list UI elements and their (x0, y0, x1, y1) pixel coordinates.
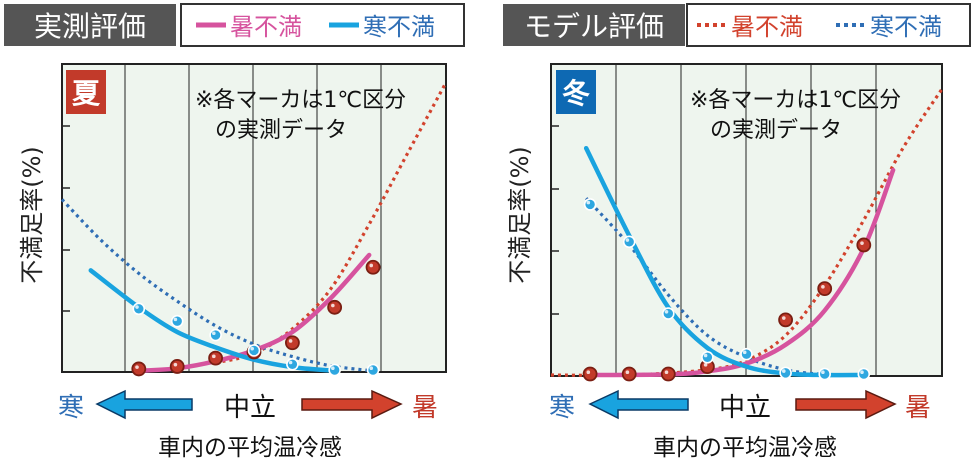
header-title-box (503, 4, 685, 46)
marker-highlight (821, 370, 825, 375)
marker-highlight (586, 200, 591, 205)
cold-marker (170, 314, 184, 328)
hot-marker (817, 281, 833, 297)
marker-highlight (860, 241, 864, 245)
plot-right-marks (550, 88, 944, 382)
legend-cold-label: 寒不満 (870, 13, 942, 41)
cold-marker (328, 363, 341, 377)
marker-highlight (742, 350, 747, 355)
y-axis-label: 不満足率(%) (506, 146, 534, 284)
marker-highlight (173, 317, 178, 322)
y-ticks (62, 125, 70, 312)
marker-highlight (782, 369, 786, 373)
panel-left: 実測評価 暑不満 寒不満 不満足率(%) 夏 ※各マーカは1℃区分 の実測デー (4, 3, 465, 461)
header-legend-box (686, 3, 971, 47)
marker-highlight (664, 370, 669, 375)
cold-marker (366, 363, 380, 377)
note-line2: の実測データ (215, 118, 347, 143)
marker-highlight (212, 331, 216, 336)
marker-highlight (625, 370, 630, 375)
header-title: 実測評価 (34, 10, 146, 43)
plot-area (61, 63, 447, 373)
season-badge (66, 70, 106, 114)
marker-highlight (821, 285, 825, 289)
hot-marker (284, 335, 300, 351)
hot-marker (660, 366, 676, 382)
hot-arrow (301, 389, 403, 420)
season-badge-label: 冬 (562, 77, 590, 110)
hot-marker (582, 366, 598, 382)
marker-highlight (331, 366, 335, 371)
note-line1: ※各マーカは1℃区分 (690, 88, 901, 113)
marker-highlight (586, 370, 591, 375)
hot-marker (365, 259, 381, 275)
hot-marker (856, 237, 872, 253)
cold-arrow (588, 389, 689, 420)
hot-model-curve (215, 81, 448, 365)
plot-left-marks (60, 81, 448, 377)
marker-highlight (860, 370, 864, 375)
y-axis-label: 不満足率(%) (18, 146, 46, 284)
legend-hot-label: 暑不満 (731, 13, 803, 41)
axis-cold-label: 寒 (549, 393, 575, 423)
grid-lines (124, 64, 382, 372)
marker-highlight (331, 303, 335, 308)
marker-highlight (782, 316, 786, 320)
season-badge-label: 夏 (72, 77, 101, 110)
header-title-box (4, 4, 176, 46)
x-axis-label: 車内の平均温冷感 (158, 435, 342, 461)
cold-marker (779, 366, 792, 380)
hot-marker (208, 350, 224, 366)
panel-right: モデル評価 暑不満 寒不満 不満足率(%) 冬 ※各マーカは1℃区分 の実測デー… (503, 3, 971, 461)
marker-highlight (135, 305, 139, 309)
cold-arrow (95, 389, 193, 420)
season-badge (556, 70, 596, 114)
marker-highlight (250, 346, 254, 351)
legend-cold-label: 寒不満 (363, 13, 435, 41)
marker-highlight (288, 360, 293, 365)
cold-marker (740, 347, 753, 361)
hot-marker (169, 359, 185, 374)
marker-highlight (703, 353, 708, 358)
marker-highlight (288, 339, 293, 343)
marker-highlight (703, 363, 708, 367)
marker-highlight (369, 366, 374, 371)
cold-marker (857, 367, 871, 381)
hot-marker (131, 361, 147, 377)
header-title: モデル評価 (524, 10, 664, 43)
cold-marker (132, 302, 146, 316)
hot-marker (621, 366, 637, 382)
marker-highlight (369, 263, 374, 268)
cold-marker (818, 367, 832, 381)
header-legend-box (180, 3, 465, 47)
axis-neutral-label: 中立 (719, 393, 771, 423)
cold-marker (583, 198, 597, 211)
hot-marker (327, 299, 343, 315)
hot-marker (778, 312, 793, 328)
legend-hot-label: 暑不満 (230, 13, 302, 41)
axis-hot-label: 暑 (905, 393, 931, 423)
note-line2: の実測データ (710, 118, 842, 143)
marker-highlight (625, 238, 630, 242)
cold-marker (622, 235, 636, 249)
axis-cold-label: 寒 (58, 393, 84, 423)
x-axis-label: 車内の平均温冷感 (653, 435, 837, 461)
axis-hot-label: 暑 (412, 393, 438, 423)
axis-neutral-label: 中立 (224, 393, 276, 423)
note-line1: ※各マーカは1℃区分 (195, 88, 406, 113)
y-ticks (551, 125, 559, 315)
cold-model-curve (60, 198, 370, 373)
cold-marker (247, 344, 261, 357)
marker-highlight (212, 354, 216, 359)
cold-marker (701, 350, 714, 364)
marker-highlight (173, 362, 178, 367)
cold-marker (286, 357, 299, 371)
marker-highlight (135, 365, 139, 369)
marker-highlight (664, 310, 669, 314)
cold-marker (209, 328, 222, 342)
cold-marker (661, 307, 675, 320)
hot-arrow (795, 389, 897, 420)
